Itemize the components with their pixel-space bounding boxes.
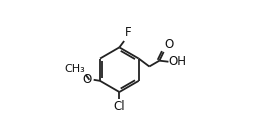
Text: F: F [125,26,132,39]
Text: O: O [164,38,173,51]
Text: Cl: Cl [114,100,125,113]
Text: OH: OH [169,55,187,68]
Text: O: O [83,73,92,86]
Text: CH₃: CH₃ [64,64,85,74]
